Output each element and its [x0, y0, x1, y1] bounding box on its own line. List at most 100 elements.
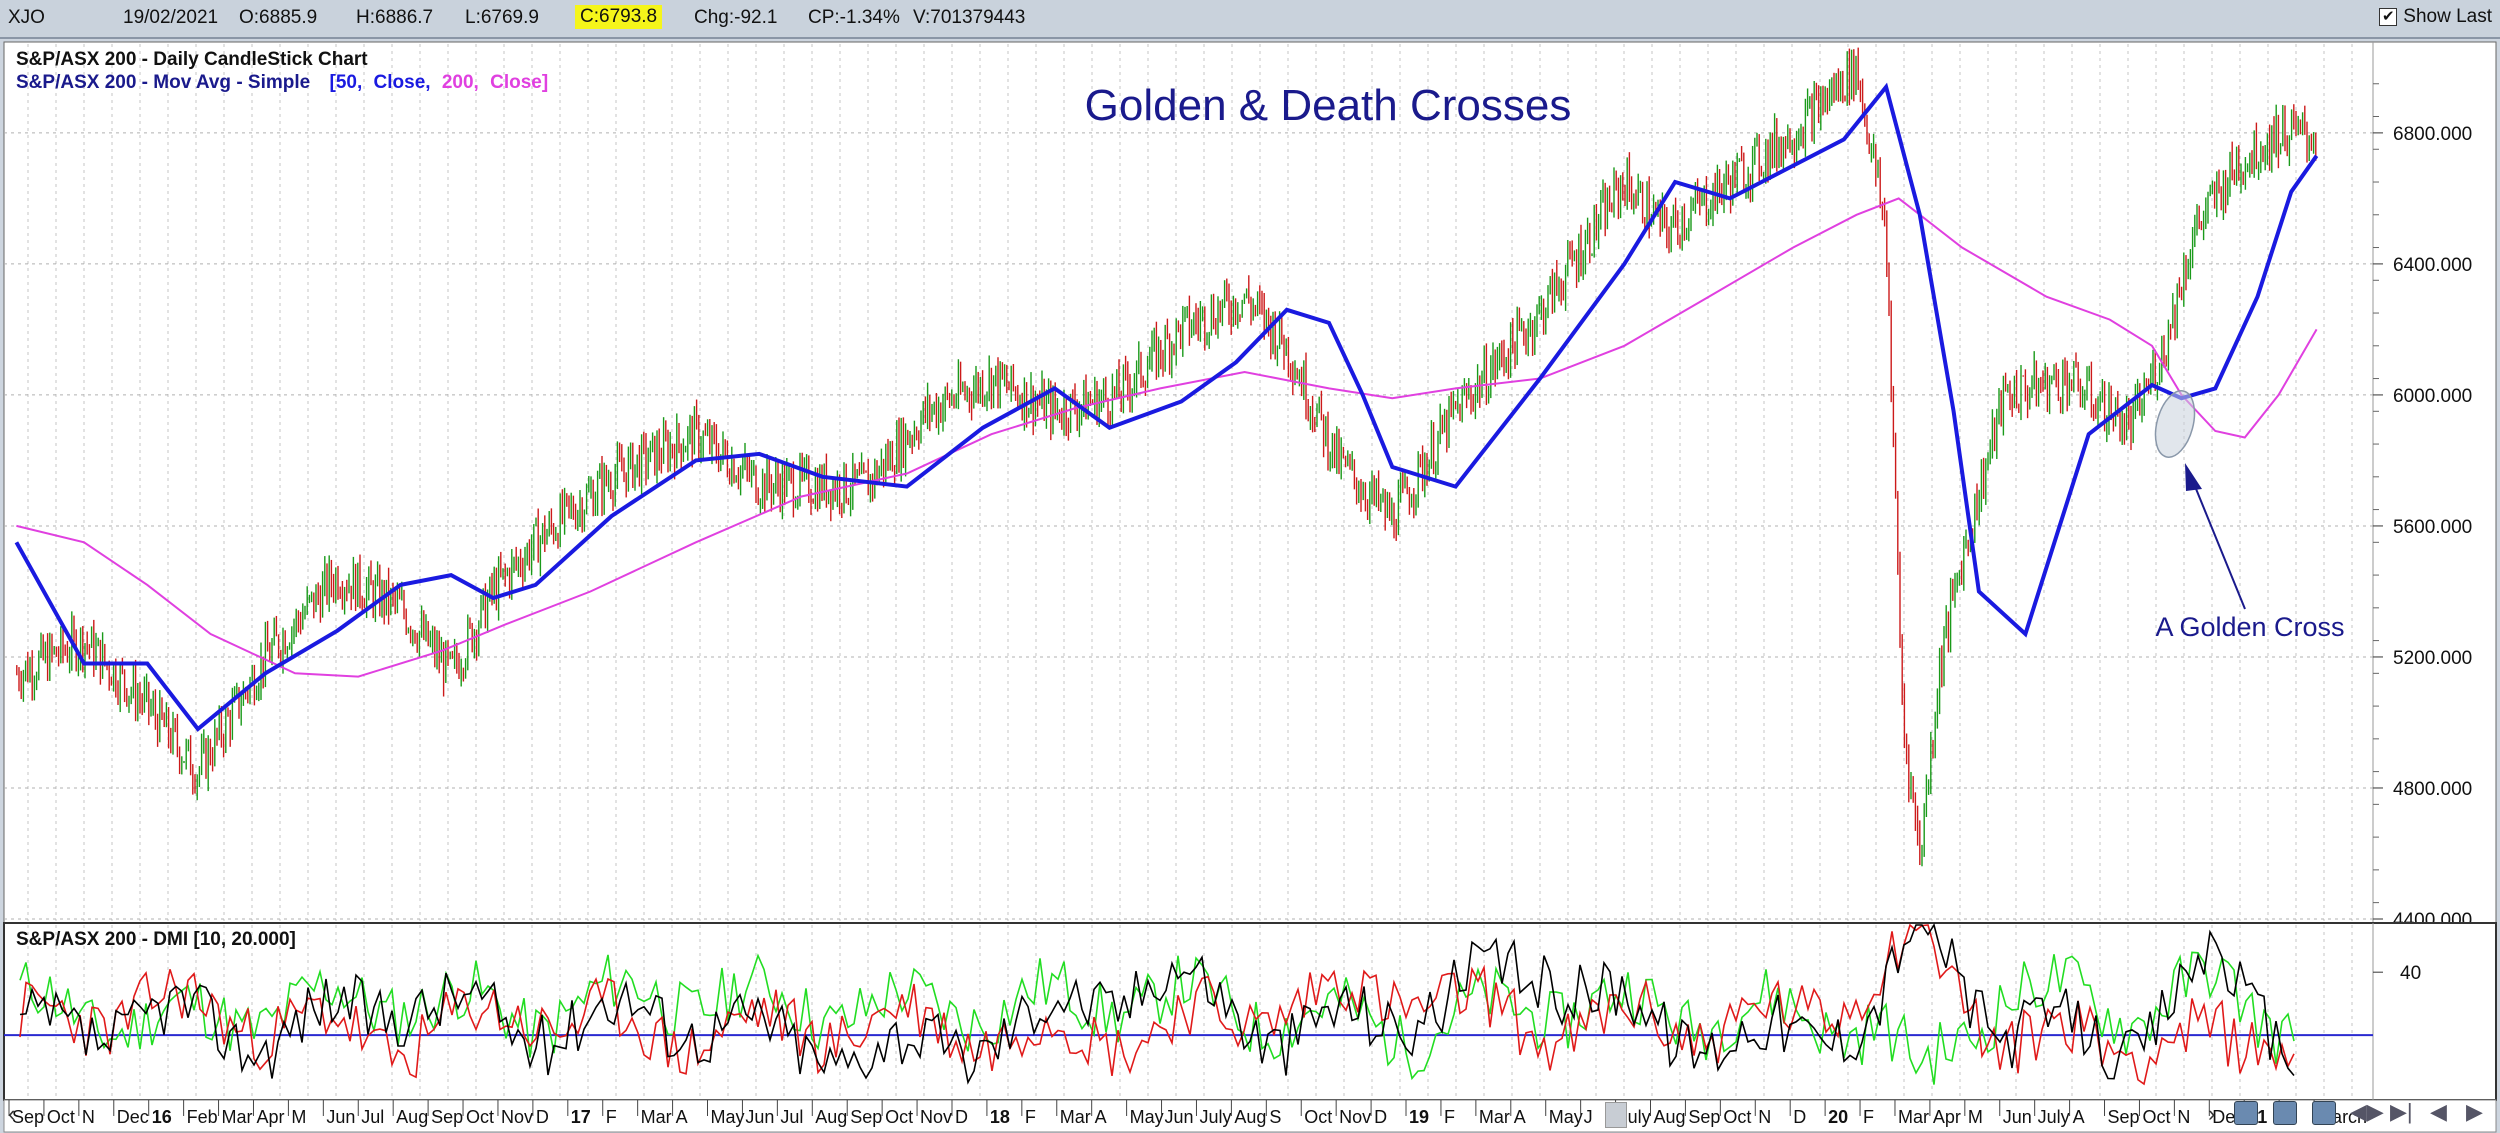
x-tick-label: Aug [396, 1107, 428, 1127]
x-tick-label: Sep [12, 1107, 44, 1127]
scroll-thumb[interactable] [1605, 1102, 1627, 1128]
ma-header-prefix: S&P/ASX 200 - Mov Avg - Simple [16, 72, 310, 93]
x-tick-label: Mar [222, 1107, 253, 1127]
scroll-left-arrow-icon[interactable]: ‹ [8, 1101, 16, 1126]
x-tick-label: Sep [1688, 1107, 1720, 1127]
y-tick-label: 6800.000 [2393, 124, 2472, 145]
dmi-panel [3, 922, 2497, 1101]
x-tick-label: Jun [326, 1107, 355, 1127]
x-tick-label: Oct [47, 1107, 75, 1127]
x-tick-label: Mar [1898, 1107, 1929, 1127]
x-tick-label: Apr [256, 1107, 284, 1127]
x-tick-label: A [1514, 1107, 1526, 1127]
x-tick-label: A [2073, 1107, 2085, 1127]
x-tick-label: Jul [780, 1107, 803, 1127]
x-tick-label: 20 [1828, 1107, 1848, 1127]
x-tick-label: J [1584, 1107, 1593, 1127]
zoom-in-icon[interactable] [2273, 1101, 2297, 1125]
x-tick-label: Jul [361, 1107, 384, 1127]
y-tick-label: 6400.000 [2393, 255, 2472, 276]
zoom-fit-icon[interactable] [2312, 1101, 2336, 1125]
x-tick-label: N [82, 1107, 95, 1127]
x-tick-label: Mar [1479, 1107, 1510, 1127]
x-tick-label: Sep [431, 1107, 463, 1127]
x-tick-label: Oct [2142, 1107, 2170, 1127]
x-tick-label: D [1374, 1107, 1387, 1127]
checkbox-checked-icon[interactable]: ✔ [2379, 8, 2398, 26]
golden-cross-highlight [2154, 390, 2196, 458]
change-percent: CP:-1.34% [808, 7, 900, 28]
x-tick-label: May [1130, 1107, 1164, 1127]
x-tick-label: N [2177, 1107, 2190, 1127]
close-price: C:6793.8 [575, 5, 663, 29]
x-tick-label: Mar [641, 1107, 672, 1127]
x-tick-label: F [1025, 1107, 1036, 1127]
quote-date: 19/02/2021 [123, 7, 219, 28]
date-axis-labels: Sep Oct N Dec 16 Feb Mar Apr M Jun Jul Aug Sep Oct Nov… [8, 1100, 2367, 1127]
ma50-line [14, 82, 2319, 732]
adx-line [19, 923, 2295, 1085]
quote-toolbar: XJO 19/02/2021 O:6885.9 H:6886.7 L:6769.… [0, 0, 2500, 39]
volume-value: V:701379443 [913, 7, 1026, 28]
x-tick-label: Nov [920, 1107, 952, 1127]
x-tick-label: Sep [850, 1107, 882, 1127]
x-tick-label: F [1444, 1107, 1455, 1127]
page-left-icon[interactable]: ◀ [2430, 1099, 2447, 1124]
x-tick-label: S [1269, 1107, 1281, 1127]
ma-param-200: 200, [442, 72, 479, 93]
dmi-y-axis: 40 [2373, 963, 2421, 984]
chart-title: Golden & Death Crosses [1085, 81, 1572, 130]
x-tick-label: 16 [152, 1107, 172, 1127]
y-tick-label: 5200.000 [2393, 648, 2472, 669]
x-tick-label: D [955, 1107, 968, 1127]
zoom-out-icon[interactable] [2234, 1101, 2258, 1125]
x-tick-label: D [1793, 1107, 1806, 1127]
ma-param-close-2: Close] [490, 72, 548, 93]
price-grid [4, 44, 2373, 921]
scroll-both-icon[interactable]: ◀▶ [2350, 1099, 2384, 1124]
ma-param-close-1: Close, [374, 72, 431, 93]
x-tick-label: 19 [1409, 1107, 1429, 1127]
x-tick-label: 17 [571, 1107, 591, 1127]
x-tick-label: Aug [815, 1107, 847, 1127]
change-value: Chg:-92.1 [694, 7, 778, 28]
y-tick-label: 4800.000 [2393, 779, 2472, 800]
x-tick-label: M [291, 1107, 306, 1127]
x-tick-label: May [711, 1107, 745, 1127]
x-tick-label: Dec [117, 1107, 149, 1127]
price-header-line1: S&P/ASX 200 - Daily CandleStick Chart [16, 49, 368, 70]
high-price: H:6886.7 [356, 7, 434, 28]
x-tick-label: Apr [1933, 1107, 1961, 1127]
x-tick-label: Oct [885, 1107, 913, 1127]
y-tick-label: 5600.000 [2393, 517, 2472, 538]
x-tick-label: A [1095, 1107, 1107, 1127]
x-tick-label: July [1199, 1107, 1231, 1127]
scroll-right-arrow-icon[interactable]: › [2208, 1101, 2216, 1126]
ma-param-50: [50, [330, 72, 363, 93]
x-tick-label: July [2038, 1107, 2070, 1127]
price-panel [3, 41, 2497, 924]
low-price: L:6769.9 [465, 7, 539, 28]
x-tick-label: Nov [1339, 1107, 1371, 1127]
x-tick-label: A [676, 1107, 688, 1127]
x-tick-label: Oct [1723, 1107, 1751, 1127]
annotation-arrow-line [2191, 478, 2246, 610]
annotation-arrowhead-icon [2185, 463, 2202, 491]
y-tick-label: 6000.000 [2393, 386, 2472, 407]
price-y-axis: 6800.000 6400.000 6000.000 5600.000 5200.000… [2373, 83, 2472, 931]
page-right-icon[interactable]: ▶ [2466, 1099, 2483, 1124]
x-tick-label: Aug [1234, 1107, 1266, 1127]
x-tick-label: Mar [1060, 1107, 1091, 1127]
date-axis [3, 1099, 2497, 1133]
dmi-header: S&P/ASX 200 - DMI [10, 20.000] [16, 929, 296, 950]
x-tick-label: Nov [501, 1107, 533, 1127]
show-last-toggle[interactable]: ✔ Show Last [2379, 6, 2492, 28]
x-tick-label: Jun [1165, 1107, 1194, 1127]
x-tick-label: Sep [2108, 1107, 2140, 1127]
scroll-end-icon[interactable]: ▶| [2390, 1099, 2413, 1124]
show-last-label: Show Last [2403, 6, 2492, 27]
candlestick-series [16, 47, 2317, 867]
x-tick-label: Oct [1304, 1107, 1332, 1127]
x-tick-label: Aug [1653, 1107, 1685, 1127]
x-tick-label: Feb [187, 1107, 218, 1127]
